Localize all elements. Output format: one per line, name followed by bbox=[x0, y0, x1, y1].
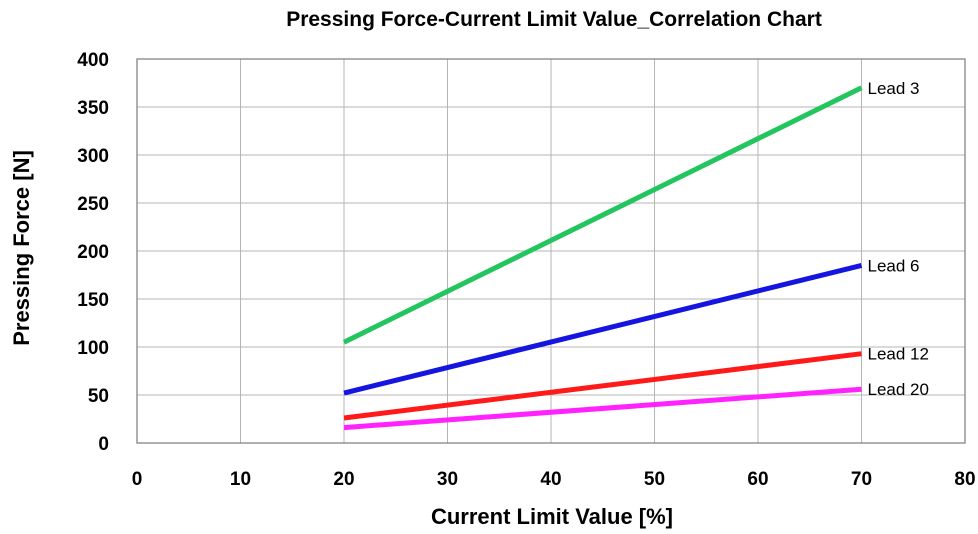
y-tick-label: 150 bbox=[77, 290, 109, 311]
y-axis-ticks: 0 50 100 150 200 250 300 350 400 bbox=[77, 50, 109, 455]
y-tick-label: 100 bbox=[77, 338, 109, 359]
series-label-lead-20: Lead 20 bbox=[868, 380, 929, 399]
series-lines bbox=[342, 85, 863, 431]
x-tick-label: 20 bbox=[333, 469, 354, 490]
plot-frame bbox=[136, 58, 966, 444]
series-label-lead-12: Lead 12 bbox=[868, 345, 929, 364]
y-tick-label: 400 bbox=[77, 50, 109, 71]
chart-title: Pressing Force-Current Limit Value_Corre… bbox=[286, 8, 822, 31]
x-tick-label: 30 bbox=[437, 469, 458, 490]
y-tick-label: 350 bbox=[77, 98, 109, 119]
y-tick-label: 300 bbox=[77, 146, 109, 167]
x-tick-label: 40 bbox=[540, 469, 561, 490]
series-labels: Lead 3 Lead 6 Lead 12 Lead 20 bbox=[868, 79, 929, 399]
y-tick-label: 200 bbox=[77, 242, 109, 263]
x-tick-label: 80 bbox=[954, 469, 975, 490]
y-tick-label: 250 bbox=[77, 194, 109, 215]
x-tick-label: 50 bbox=[644, 469, 665, 490]
y-tick-label: 50 bbox=[88, 386, 109, 407]
plot-border bbox=[136, 58, 966, 444]
series-line-lead-6 bbox=[343, 262, 863, 396]
x-tick-label: 10 bbox=[230, 469, 251, 490]
series-line-lead-20 bbox=[343, 386, 862, 431]
series-line-lead-12 bbox=[343, 351, 862, 421]
x-axis-ticks: 0 10 20 30 40 50 60 70 80 bbox=[132, 469, 976, 490]
y-axis-label: Pressing Force [N] bbox=[9, 150, 34, 346]
series-label-lead-6: Lead 6 bbox=[868, 256, 920, 275]
x-axis-label: Current Limit Value [%] bbox=[431, 504, 673, 529]
x-tick-label: 0 bbox=[132, 469, 143, 490]
x-tick-label: 60 bbox=[747, 469, 768, 490]
series-label-lead-3: Lead 3 bbox=[868, 79, 920, 98]
y-tick-label: 0 bbox=[98, 434, 109, 455]
series-line-lead-3 bbox=[342, 85, 863, 345]
grid bbox=[136, 58, 966, 444]
x-tick-label: 70 bbox=[851, 469, 872, 490]
